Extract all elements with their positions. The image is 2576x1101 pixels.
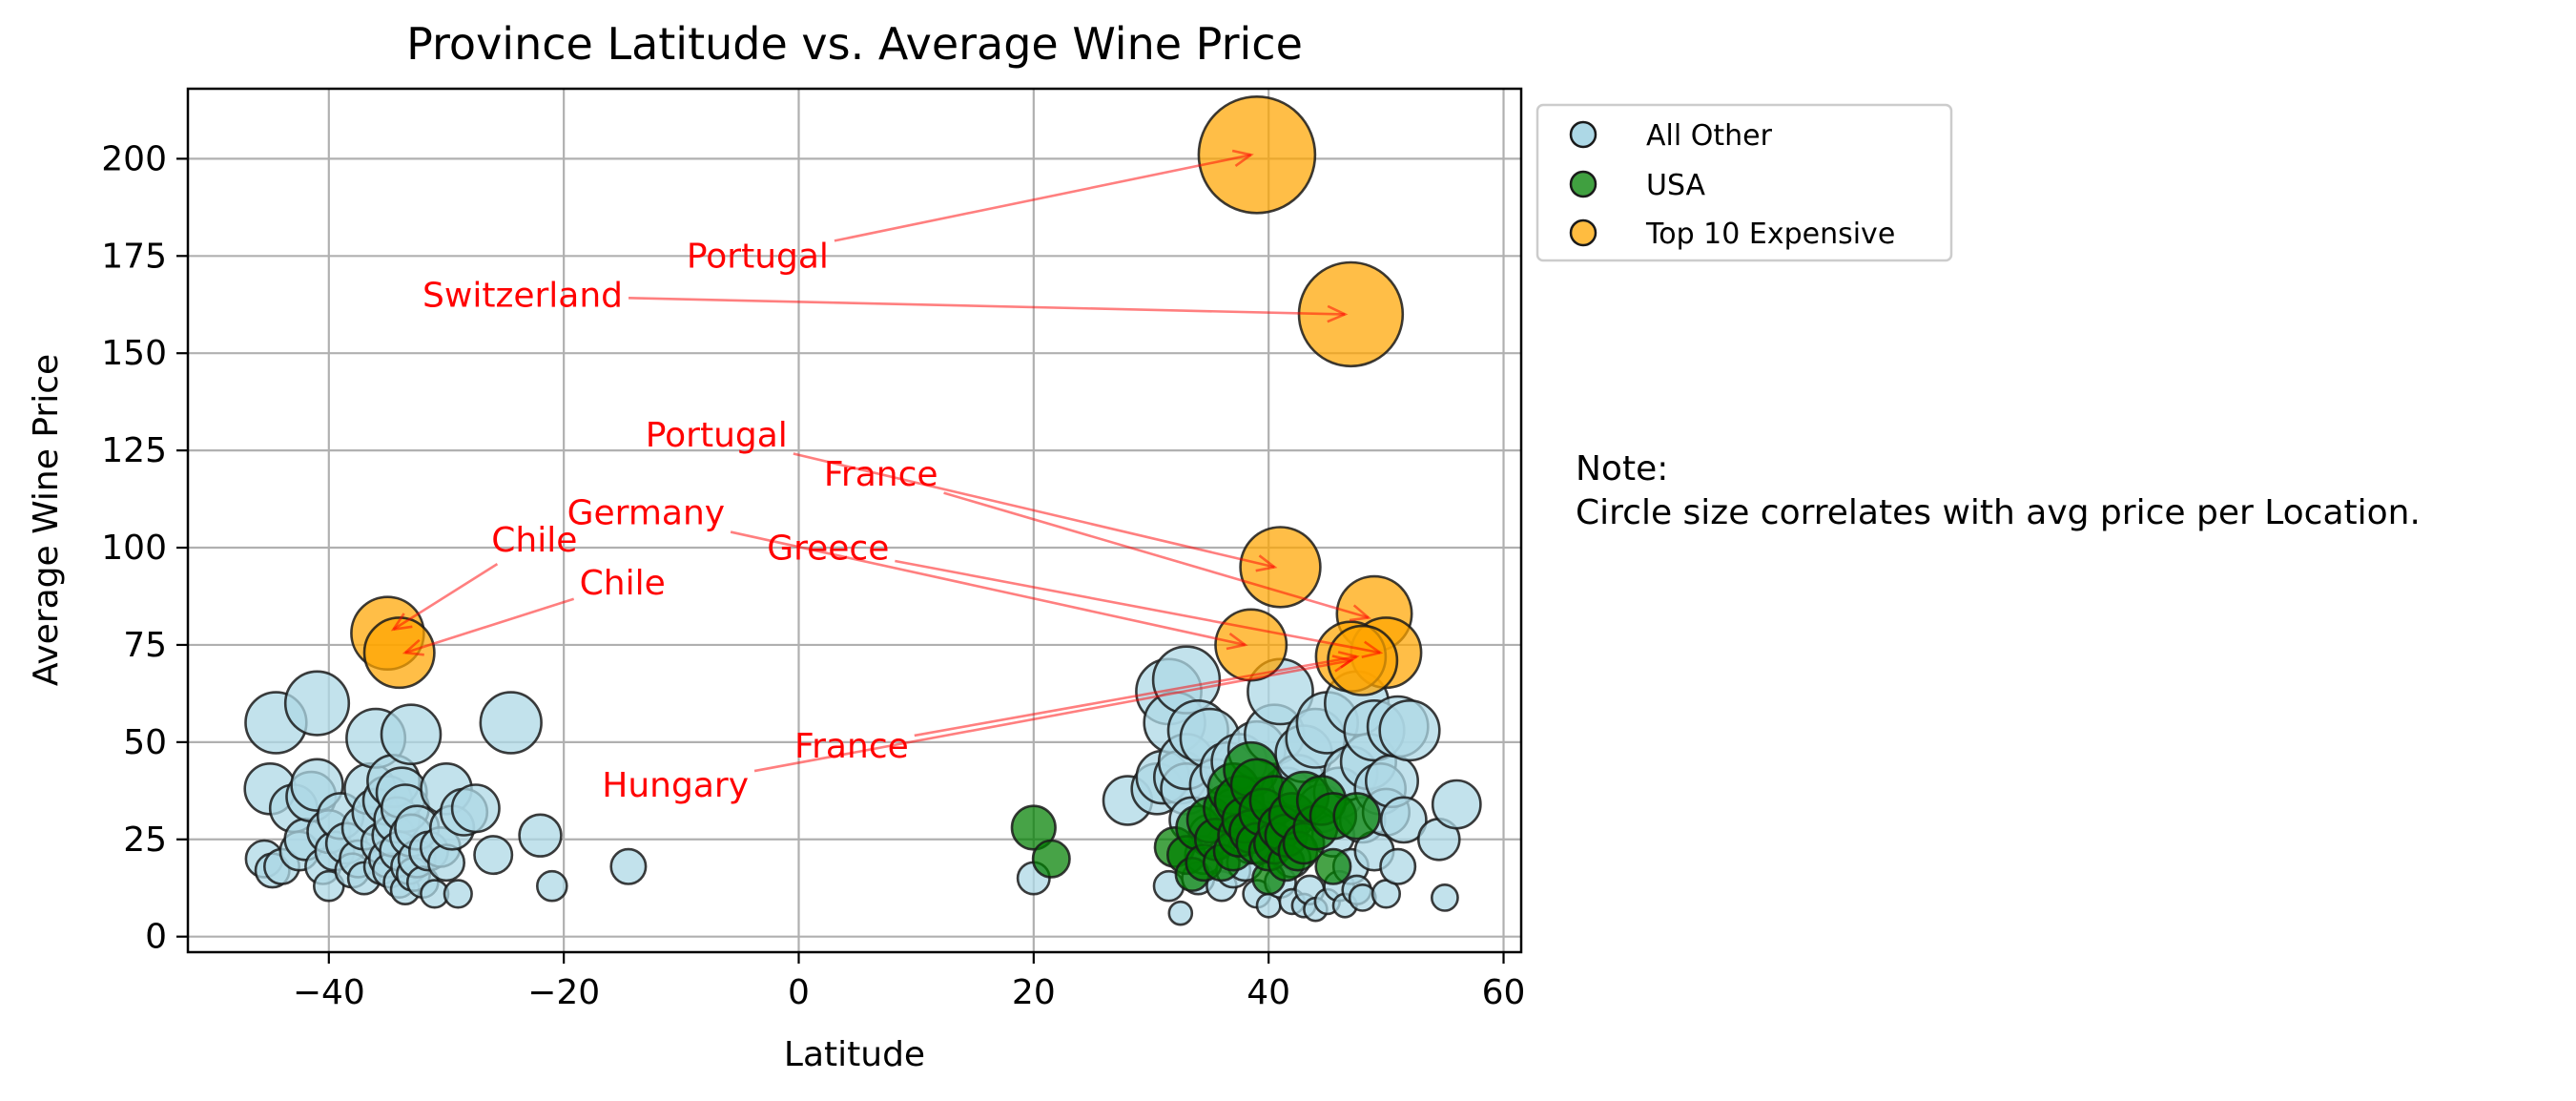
point-top10 — [1239, 526, 1322, 609]
annotation-arrowhead — [390, 613, 413, 632]
note-text: Circle size correlates with avg price pe… — [1576, 493, 2421, 532]
annotation-label: Chile — [491, 521, 577, 560]
y-tick-label: 75 — [123, 626, 167, 665]
legend-marker-top10 — [1569, 218, 1597, 247]
annotation-label: Portugal — [646, 416, 788, 455]
point-all-other — [535, 869, 568, 903]
annotation-label: Switzerland — [422, 276, 623, 315]
legend-marker-all-other — [1569, 120, 1597, 149]
annotation-arrowhead — [1361, 640, 1384, 658]
y-tick-label: 175 — [101, 237, 167, 276]
point-all-other — [1431, 883, 1459, 912]
y-tick-label: 25 — [123, 821, 167, 860]
annotation-arrow — [914, 654, 1357, 737]
legend-label-usa: USA — [1646, 169, 1706, 202]
plot-frame — [186, 87, 1523, 954]
note-title: Note: — [1576, 449, 1668, 488]
point-all-other — [283, 670, 351, 737]
annotation-arrow — [730, 530, 1246, 647]
legend-box — [1535, 103, 1953, 262]
point-usa — [1332, 792, 1381, 841]
annotation-label: France — [824, 455, 938, 494]
y-tick-label: 125 — [101, 431, 167, 470]
annotation-arrowhead — [1349, 604, 1371, 622]
legend: All Other USA Top 10 Expensive — [1535, 103, 1953, 262]
annotation-arrow — [629, 297, 1346, 316]
y-tick-label: 0 — [145, 918, 167, 957]
annotation-label: Hungary — [602, 766, 749, 805]
data-points — [243, 95, 1482, 926]
annotation-arrowhead — [1331, 654, 1354, 673]
annotation-label: Germany — [567, 494, 725, 533]
annotation-arrow — [392, 563, 499, 631]
point-all-other — [518, 813, 563, 858]
annotation-arrow — [943, 491, 1370, 619]
point-all-other — [1379, 796, 1428, 844]
x-tick-label: −20 — [527, 973, 600, 1012]
point-all-other — [1431, 779, 1482, 830]
point-usa — [1010, 804, 1057, 851]
x-tick-label: −40 — [293, 973, 365, 1012]
x-axis-ticks: −40 −20 0 20 40 60 — [293, 952, 1526, 1012]
y-tick-label: 200 — [101, 139, 167, 178]
point-all-other — [1348, 883, 1377, 912]
point-all-other — [380, 703, 443, 766]
annotation-arrow — [895, 559, 1381, 654]
x-tick-label: 60 — [1482, 973, 1526, 1012]
point-top10 — [1214, 608, 1288, 682]
point-usa — [1031, 839, 1071, 879]
annotation-arrowhead — [1255, 554, 1278, 572]
y-tick-label: 100 — [101, 529, 167, 568]
annotations: Portugal Switzerland Portugal France Germany… — [390, 149, 1384, 805]
chart-title: Province Latitude vs. Average Wine Price — [406, 18, 1303, 70]
y-tick-label: 150 — [101, 334, 167, 373]
point-all-other — [1378, 698, 1441, 762]
annotation-arrowhead — [402, 638, 424, 656]
annotation-label: Portugal — [687, 238, 829, 277]
x-axis-label: Latitude — [784, 1035, 925, 1074]
annotation-arrowhead — [1226, 633, 1248, 651]
annotation-arrow — [793, 452, 1275, 569]
annotation-arrowhead — [1231, 149, 1254, 168]
legend-marker-usa — [1569, 170, 1597, 198]
annotation-label: Greece — [767, 529, 889, 568]
y-axis-label: Average Wine Price — [27, 354, 66, 686]
point-all-other — [1167, 900, 1194, 926]
point-all-other — [473, 835, 514, 876]
y-tick-label: 50 — [123, 723, 167, 762]
legend-label-all-other: All Other — [1646, 119, 1773, 153]
annotation-arrowhead — [1327, 304, 1349, 323]
point-all-other — [1379, 847, 1417, 885]
legend-label-top10: Top 10 Expensive — [1645, 218, 1895, 251]
point-usa — [1314, 847, 1352, 885]
annotation-arrow — [404, 597, 575, 654]
point-all-other — [609, 847, 648, 885]
point-all-other — [443, 879, 473, 909]
annotation-arrow — [834, 154, 1251, 242]
point-all-other — [450, 783, 501, 834]
y-axis-ticks: 0 25 50 75 100 125 150 175 200 — [101, 139, 188, 957]
point-top10 — [1197, 95, 1317, 215]
x-tick-label: 40 — [1247, 973, 1290, 1012]
point-all-other — [426, 843, 465, 883]
point-top10 — [362, 616, 436, 690]
annotation-label: Chile — [580, 564, 666, 603]
x-tick-label: 0 — [788, 973, 810, 1012]
x-tick-label: 20 — [1012, 973, 1056, 1012]
annotation-arrow — [753, 658, 1351, 773]
point-all-other — [479, 691, 543, 755]
